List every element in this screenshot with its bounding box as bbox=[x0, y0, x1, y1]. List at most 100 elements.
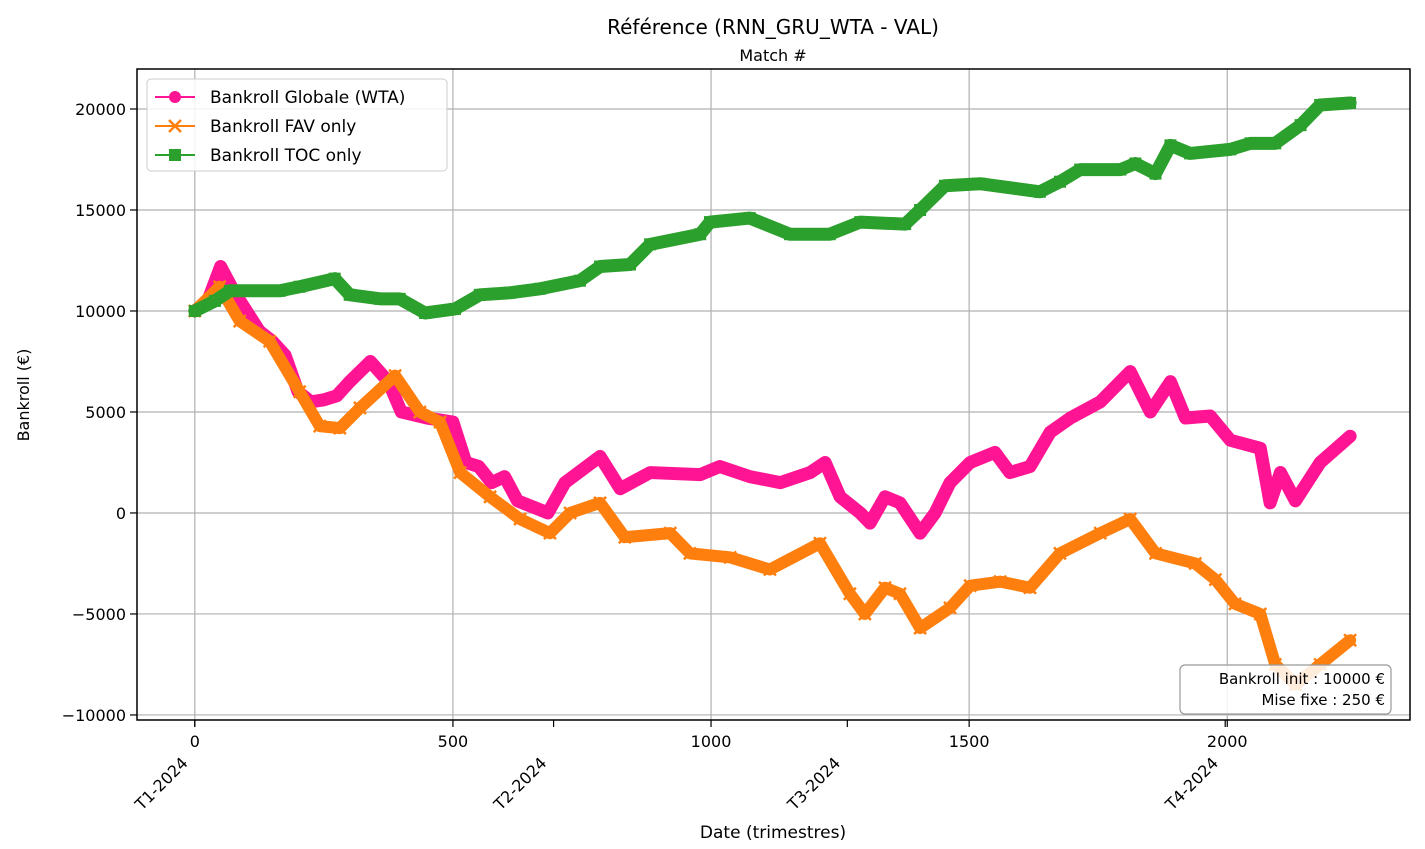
marker-circle bbox=[1314, 456, 1327, 469]
marker-circle bbox=[1164, 375, 1177, 388]
marker-circle bbox=[893, 496, 906, 509]
marker-circle bbox=[1224, 434, 1237, 447]
marker-square bbox=[1033, 185, 1046, 198]
marker-square bbox=[644, 238, 657, 251]
marker-x bbox=[843, 586, 857, 601]
marker-circle bbox=[1064, 412, 1077, 425]
marker-square bbox=[374, 292, 387, 305]
chart-title: Référence (RNN_GRU_WTA - VAL) bbox=[607, 15, 939, 39]
marker-square bbox=[1224, 143, 1237, 156]
marker-x bbox=[1253, 607, 1268, 621]
marker-x bbox=[1188, 556, 1203, 571]
series-group bbox=[187, 96, 1358, 692]
marker-square bbox=[328, 272, 341, 285]
marker-x bbox=[513, 512, 527, 526]
top-x-axis-label: Match # bbox=[739, 46, 806, 65]
date-tick-label: T4-2024 bbox=[1161, 753, 1222, 814]
marker-square bbox=[823, 228, 836, 241]
plot-frame bbox=[136, 68, 1411, 721]
marker-x bbox=[1023, 580, 1037, 595]
marker-circle bbox=[1003, 466, 1016, 479]
marker-x bbox=[763, 562, 777, 577]
marker-square bbox=[623, 258, 636, 271]
marker-x bbox=[723, 550, 738, 565]
marker-square bbox=[1244, 137, 1257, 150]
marker-square bbox=[393, 292, 406, 305]
marker-circle bbox=[1124, 365, 1137, 378]
marker-circle bbox=[914, 527, 927, 540]
annotation-box: Bankroll init : 10000 € Mise fixe : 250 … bbox=[1179, 664, 1392, 715]
marker-x bbox=[893, 586, 907, 601]
marker-square bbox=[273, 284, 286, 297]
marker-circle bbox=[988, 446, 1001, 459]
marker-x bbox=[433, 415, 447, 429]
marker-square bbox=[419, 306, 432, 319]
marker-circle bbox=[1254, 442, 1267, 455]
legend: Bankroll Globale (WTA) Bankroll FAV only B… bbox=[146, 78, 448, 172]
marker-circle bbox=[1179, 412, 1192, 425]
marker-circle bbox=[317, 393, 330, 406]
marker-circle bbox=[343, 375, 356, 388]
marker-square bbox=[1074, 163, 1087, 176]
marker-square bbox=[694, 228, 707, 241]
marker-square bbox=[784, 228, 797, 241]
marker-square bbox=[973, 177, 986, 190]
x-tick-label: 2000 bbox=[1207, 732, 1248, 751]
legend-frame bbox=[146, 78, 448, 172]
marker-x bbox=[1148, 546, 1163, 561]
marker-circle bbox=[330, 389, 343, 402]
marker-x bbox=[262, 334, 277, 349]
marker-x bbox=[913, 621, 927, 635]
marker-square bbox=[573, 274, 586, 287]
marker-x bbox=[388, 368, 402, 383]
date-tick-label: T3-2024 bbox=[783, 753, 844, 814]
legend-label: Bankroll TOC only bbox=[210, 146, 362, 166]
marker-circle bbox=[1204, 410, 1217, 423]
marker-square bbox=[704, 216, 717, 229]
marker-x bbox=[813, 536, 827, 551]
marker-square bbox=[448, 302, 461, 315]
marker-circle bbox=[594, 450, 607, 463]
marker-square bbox=[1269, 137, 1282, 150]
marker-circle bbox=[169, 91, 181, 103]
marker-circle bbox=[864, 517, 877, 530]
marker-circle bbox=[1264, 496, 1277, 509]
marker-square bbox=[293, 280, 306, 293]
marker-square bbox=[208, 294, 221, 307]
marker-circle bbox=[1044, 426, 1057, 439]
marker-x bbox=[1053, 546, 1067, 561]
marker-x bbox=[312, 419, 327, 433]
y-tick-label: 15000 bbox=[75, 201, 126, 220]
annotation-mise-fixe: Mise fixe : 250 € bbox=[1261, 691, 1385, 709]
marker-square bbox=[473, 288, 486, 301]
marker-x bbox=[453, 465, 468, 480]
marker-x bbox=[663, 526, 678, 541]
marker-x bbox=[563, 506, 577, 520]
marker-circle bbox=[743, 470, 756, 483]
marker-square bbox=[938, 179, 951, 192]
marker-x bbox=[1343, 633, 1358, 648]
marker-circle bbox=[694, 468, 707, 481]
marker-circle bbox=[1024, 460, 1037, 473]
marker-x bbox=[543, 526, 557, 541]
marker-circle bbox=[644, 466, 657, 479]
marker-circle bbox=[511, 494, 524, 507]
marker-circle bbox=[964, 456, 977, 469]
marker-square bbox=[343, 288, 356, 301]
marker-x bbox=[943, 601, 957, 615]
marker-square bbox=[899, 218, 912, 231]
x-tick-label: 0 bbox=[190, 732, 200, 751]
marker-square bbox=[914, 203, 927, 216]
marker-circle bbox=[614, 482, 627, 495]
marker-square bbox=[223, 284, 236, 297]
marker-circle bbox=[879, 490, 892, 503]
marker-x bbox=[413, 405, 427, 419]
marker-circle bbox=[854, 506, 867, 519]
series-bankroll-toc-only bbox=[188, 96, 1357, 320]
legend-label: Bankroll Globale (WTA) bbox=[210, 88, 405, 108]
marker-square bbox=[534, 282, 547, 295]
marker-circle bbox=[774, 476, 787, 489]
marker-x bbox=[1208, 572, 1223, 587]
marker-x bbox=[593, 495, 607, 510]
